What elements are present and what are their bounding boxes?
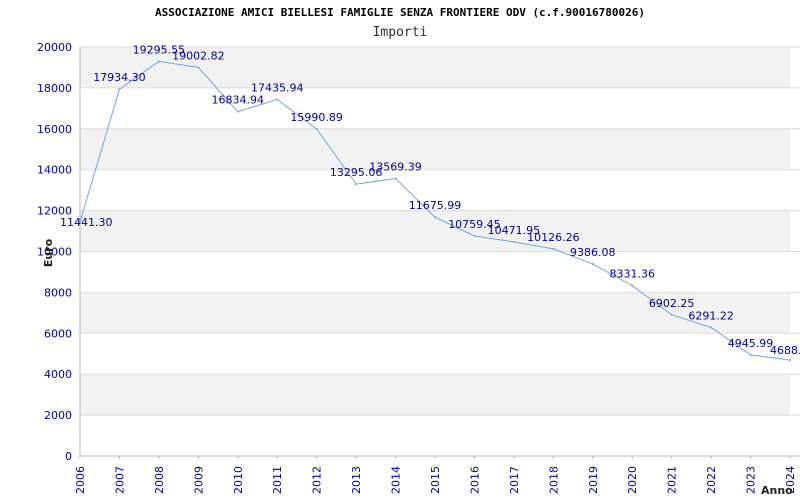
data-point <box>236 110 239 113</box>
x-tick-label: 2011 <box>271 466 284 494</box>
band <box>80 374 790 416</box>
y-tick-label: 18000 <box>37 82 72 95</box>
data-label: 11675.99 <box>409 199 462 212</box>
x-tick-label: 2017 <box>508 466 521 494</box>
x-tick-label: 2019 <box>587 466 600 494</box>
data-point <box>197 66 200 69</box>
y-tick-label: 8000 <box>44 286 72 299</box>
data-point <box>118 88 121 91</box>
y-tick-labels: 0 2000 4000 6000 8000 10000 12000 14000 16000 180… <box>37 41 72 463</box>
data-label: 19002.82 <box>172 49 225 62</box>
y-tick-label: 2000 <box>44 409 72 422</box>
x-tick-label: 2018 <box>547 466 560 494</box>
data-label: 13569.39 <box>369 161 422 174</box>
x-tick-label: 2023 <box>745 466 758 494</box>
data-label: 4688.7 <box>770 344 800 357</box>
chart-subtitle: Importi <box>372 25 428 40</box>
axes <box>79 47 800 459</box>
x-tick-label: 2006 <box>74 466 87 494</box>
data-label: 9386.08 <box>570 246 616 259</box>
y-tick-label: 14000 <box>37 164 72 177</box>
data-label: 4945.99 <box>728 337 774 350</box>
data-point <box>670 313 673 316</box>
y-tick-label: 0 <box>65 450 72 463</box>
y-tick-label: 16000 <box>37 123 72 136</box>
data-label: 6291.22 <box>688 309 734 322</box>
x-tick-label: 2007 <box>113 466 126 494</box>
background-bands <box>80 47 790 416</box>
x-tick-label: 2022 <box>705 466 718 494</box>
x-tick-label: 2024 <box>784 466 797 494</box>
data-point <box>434 216 436 219</box>
y-tick-label: 12000 <box>37 205 72 218</box>
x-tick-label: 2012 <box>311 466 324 494</box>
x-tick-label: 2021 <box>666 466 679 494</box>
x-tick-label: 2014 <box>390 466 403 494</box>
data-point <box>315 127 318 130</box>
y-tick-label: 6000 <box>44 327 72 340</box>
x-tick-label: 2008 <box>153 466 166 494</box>
x-tick-label: 2010 <box>232 466 245 494</box>
data-point <box>473 234 476 237</box>
data-point <box>276 98 279 101</box>
x-tick-label: 2013 <box>350 466 363 494</box>
data-label: 6902.25 <box>649 297 695 310</box>
data-label: 17934.30 <box>93 71 146 84</box>
band <box>80 128 790 170</box>
data-label: 16834.94 <box>212 94 265 107</box>
x-tick-label: 2015 <box>429 466 442 494</box>
y-axis-label: Euro <box>42 238 55 267</box>
data-point <box>394 177 397 180</box>
x-tick-label: 2020 <box>626 466 639 494</box>
data-label: 13295.06 <box>330 166 383 179</box>
data-point <box>710 326 713 329</box>
data-label: 17435.94 <box>251 81 304 94</box>
chart-title: ASSOCIAZIONE AMICI BIELLESI FAMIGLIE SEN… <box>154 6 646 19</box>
x-tick-label: 2009 <box>192 466 205 494</box>
data-label: 19295.55 <box>133 43 186 56</box>
series-line <box>79 60 791 362</box>
data-label: 11441.30 <box>60 216 113 229</box>
y-tick-label: 20000 <box>37 41 72 54</box>
band <box>80 292 790 334</box>
x-tick-labels: 2006 2007 2008 2009 2010 2011 2012 2013 2014 2015… <box>74 466 797 494</box>
data-label: 10759.45 <box>448 218 501 231</box>
x-tick-label: 2016 <box>468 466 481 494</box>
data-label: 10126.26 <box>527 231 580 244</box>
data-label: 8331.36 <box>609 268 655 281</box>
data-point <box>79 221 81 224</box>
data-point <box>591 263 594 266</box>
x-axis-label: Anno <box>761 484 793 497</box>
y-tick-label: 10000 <box>37 246 72 259</box>
data-point <box>552 247 555 250</box>
y-tick-label: 4000 <box>44 368 72 381</box>
data-point <box>749 353 752 356</box>
data-label: 15990.89 <box>290 111 343 124</box>
data-point <box>631 284 634 287</box>
data-point <box>355 183 358 186</box>
data-point <box>512 240 515 243</box>
data-point <box>789 359 791 362</box>
data-label: 10471.95 <box>488 224 541 237</box>
data-point <box>157 60 160 63</box>
